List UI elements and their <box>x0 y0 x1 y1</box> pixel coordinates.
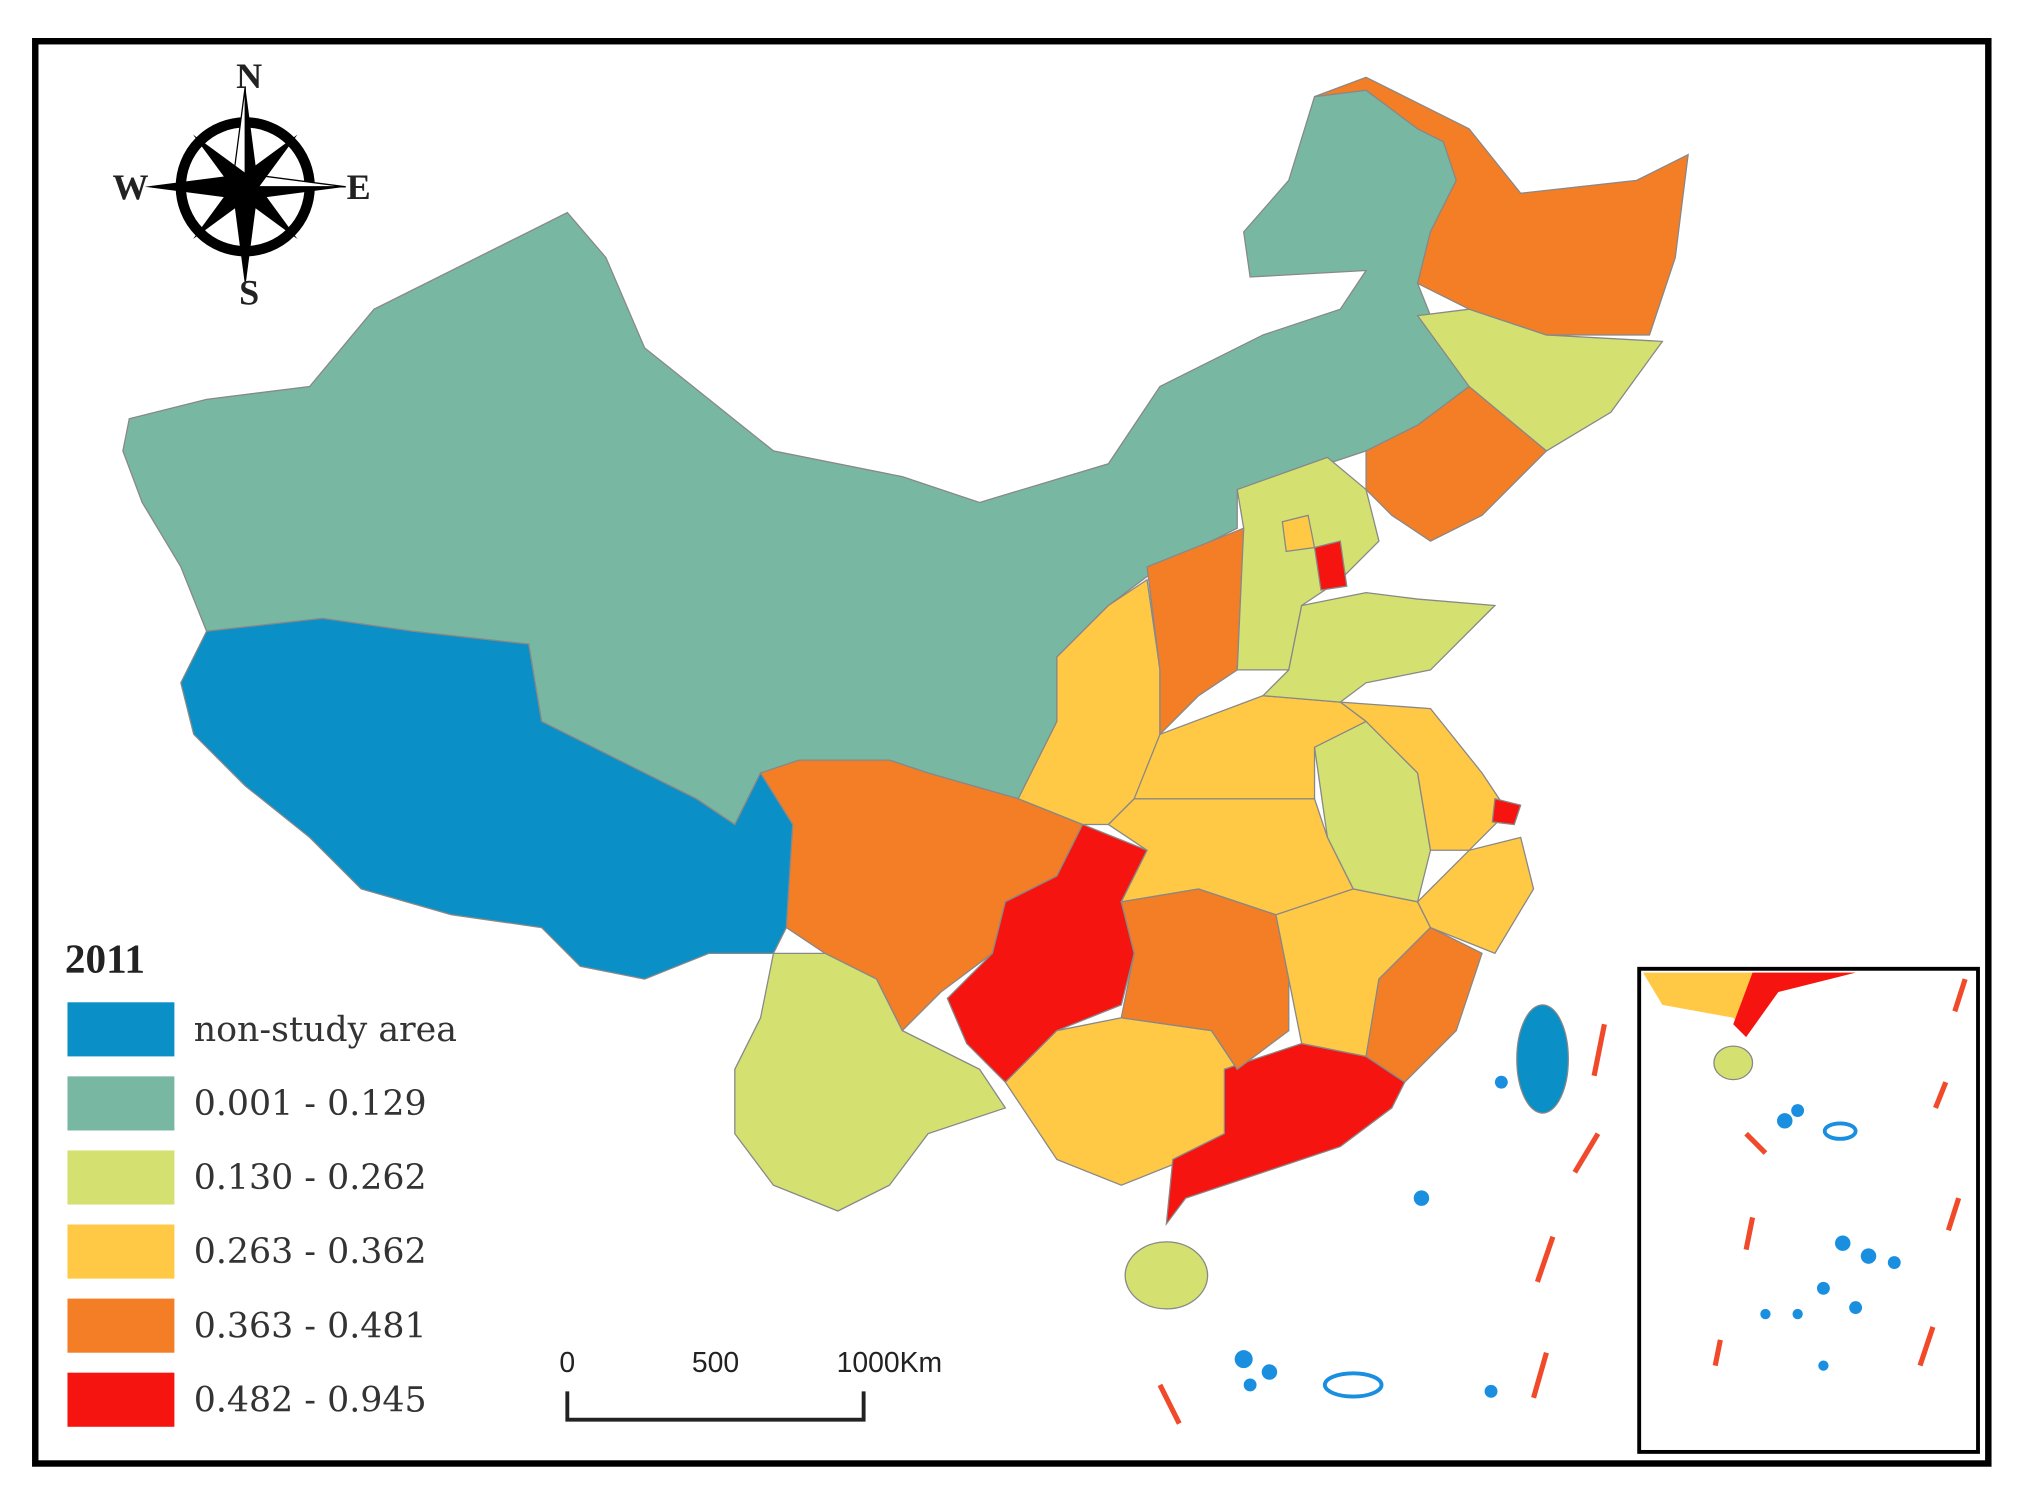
legend-label: 0.263 - 0.362 <box>194 1232 427 1272</box>
legend-label: 0.363 - 0.481 <box>194 1306 427 1346</box>
legend-swatch <box>67 1298 175 1353</box>
legend-swatch <box>67 1076 175 1131</box>
province <box>1236 456 1380 671</box>
province <box>180 617 794 980</box>
legend-label: 0.001 - 0.129 <box>194 1084 427 1124</box>
legend-swatch <box>67 1150 175 1205</box>
legend-label: non-study area <box>194 1010 457 1050</box>
province <box>1124 1241 1209 1310</box>
province <box>1491 797 1522 826</box>
compass <box>144 86 346 288</box>
province <box>1146 527 1245 736</box>
legend-swatch <box>67 1372 175 1427</box>
province <box>734 952 1007 1212</box>
scale-label: 500 <box>692 1347 739 1379</box>
province <box>1338 701 1509 851</box>
map <box>122 76 1689 1310</box>
province <box>1314 76 1689 336</box>
islands <box>1234 1075 1901 1399</box>
compass-label: W <box>113 167 149 207</box>
legend-label: 0.482 - 0.945 <box>194 1380 427 1420</box>
legend-title: 2011 <box>65 936 145 982</box>
province <box>1107 798 1355 916</box>
legend-swatch <box>67 1224 175 1279</box>
legend-label: 0.130 - 0.262 <box>194 1158 427 1198</box>
boundary-dashes <box>1157 978 1968 1425</box>
province <box>1017 578 1161 826</box>
scale-label: 1000Km <box>837 1347 943 1379</box>
province <box>1313 540 1348 591</box>
scale-bar <box>565 1391 866 1422</box>
province <box>1281 514 1316 553</box>
province <box>1516 1004 1569 1114</box>
inset <box>1637 966 1980 1454</box>
province <box>1365 385 1548 542</box>
compass-label: N <box>236 56 262 96</box>
scale-label: 0 <box>559 1347 575 1379</box>
legend: non-study area 0.001 - 0.129 0.130 - 0.262… <box>67 1002 457 1427</box>
legend-swatch <box>67 1002 175 1057</box>
province <box>1261 591 1497 703</box>
compass-label: S <box>239 273 259 313</box>
compass-label: E <box>347 167 371 207</box>
